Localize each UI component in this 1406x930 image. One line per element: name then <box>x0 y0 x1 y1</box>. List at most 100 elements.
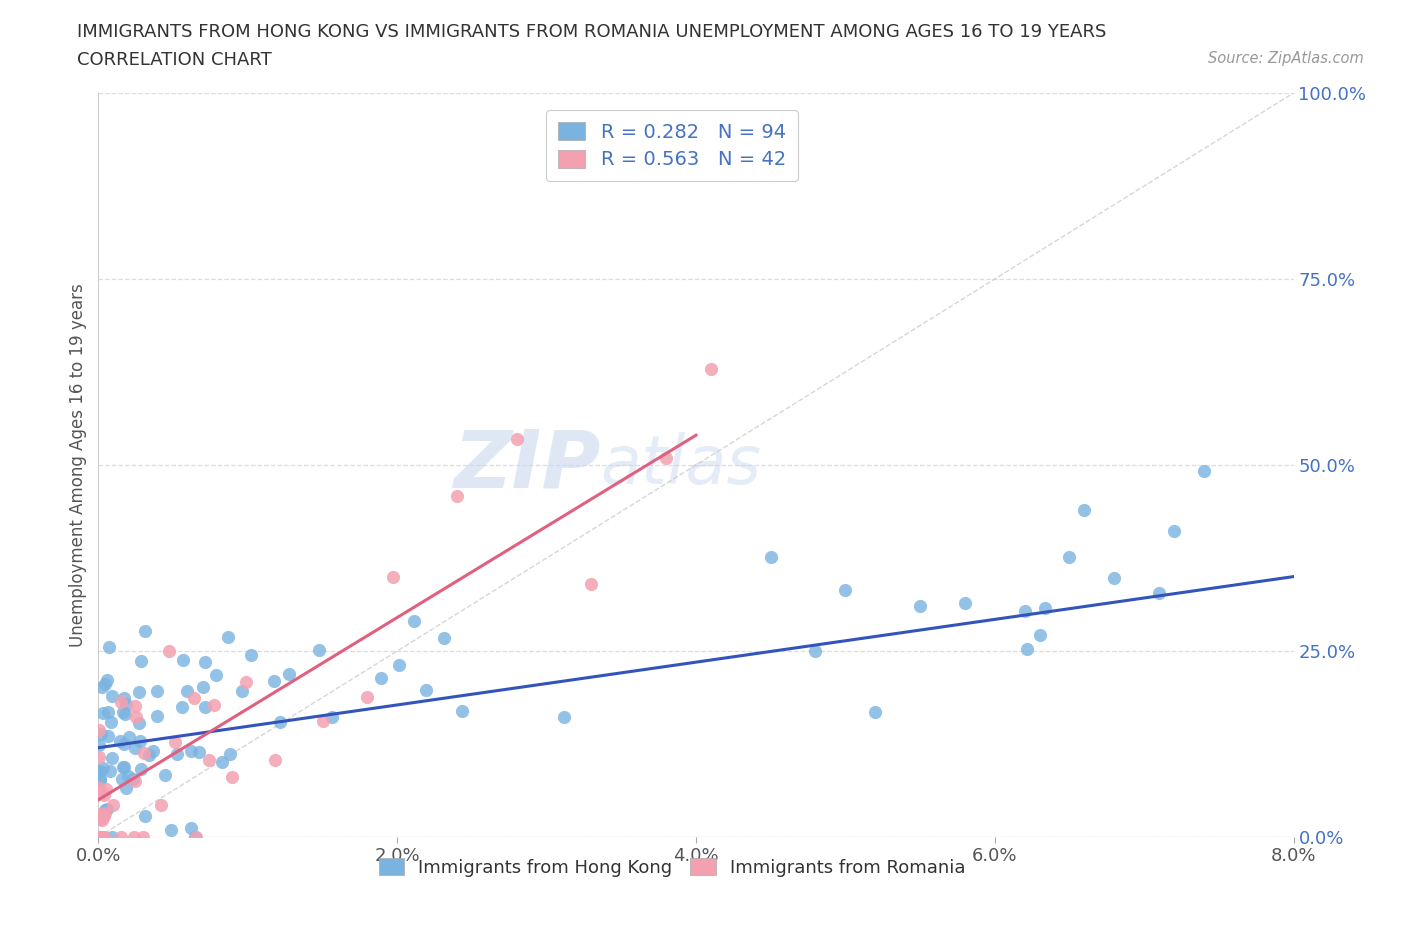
Point <box>96 802 118 817</box>
Point <box>124 740 146 755</box>
Point <box>101 830 124 844</box>
Point <box>90 806 112 821</box>
Y-axis label: Unemployment Among Ages 16 to 19 years: Unemployment Among Ages 16 to 19 years <box>69 283 87 647</box>
Point <box>451 704 474 719</box>
Text: ZIP: ZIP <box>453 426 600 504</box>
Point <box>194 699 217 714</box>
Point <box>138 747 160 762</box>
Point <box>91 830 114 844</box>
Point <box>278 667 301 682</box>
Point <box>240 647 263 662</box>
Point <box>89 772 111 787</box>
Point <box>553 709 575 724</box>
Point <box>170 699 193 714</box>
Point <box>172 653 194 668</box>
Point <box>89 764 111 778</box>
Point <box>356 689 378 704</box>
Point <box>1014 604 1036 618</box>
Point <box>117 769 139 784</box>
Point <box>91 706 114 721</box>
Point <box>865 705 887 720</box>
Point <box>186 830 208 844</box>
Point <box>128 734 150 749</box>
Point <box>834 582 856 597</box>
Legend: Immigrants from Hong Kong, Immigrants from Romania: Immigrants from Hong Kong, Immigrants fr… <box>371 851 973 884</box>
Point <box>114 706 136 721</box>
Point <box>321 710 343 724</box>
Point <box>221 770 243 785</box>
Point <box>231 684 253 698</box>
Point <box>114 697 136 711</box>
Point <box>1147 586 1170 601</box>
Point <box>122 830 145 844</box>
Point <box>308 643 330 658</box>
Point <box>217 630 239 644</box>
Point <box>269 714 291 729</box>
Point <box>370 671 392 685</box>
Point <box>89 830 111 844</box>
Point <box>108 734 131 749</box>
Point <box>433 631 456 645</box>
Point <box>110 695 132 710</box>
Point <box>1028 628 1050 643</box>
Point <box>96 672 118 687</box>
Point <box>804 644 827 658</box>
Point <box>89 830 111 844</box>
Point <box>118 729 141 744</box>
Point <box>141 743 163 758</box>
Point <box>87 764 110 779</box>
Point <box>953 595 976 610</box>
Point <box>111 760 134 775</box>
Point <box>100 714 122 729</box>
Point <box>581 576 603 591</box>
Point <box>124 773 146 788</box>
Point <box>134 809 156 824</box>
Point <box>112 691 135 706</box>
Point <box>91 761 114 776</box>
Point <box>89 773 111 788</box>
Point <box>191 680 214 695</box>
Point <box>128 716 150 731</box>
Point <box>1192 463 1215 478</box>
Point <box>111 705 134 720</box>
Point <box>388 658 411 672</box>
Point <box>311 713 333 728</box>
Point <box>94 806 117 821</box>
Point <box>202 698 225 712</box>
Point <box>145 684 167 698</box>
Point <box>759 550 782 565</box>
Point <box>129 762 152 777</box>
Point <box>150 797 173 812</box>
Point <box>263 673 285 688</box>
Point <box>1104 570 1126 585</box>
Point <box>381 569 404 584</box>
Point <box>264 753 287 768</box>
Point <box>93 830 115 844</box>
Point <box>112 759 135 774</box>
Point <box>415 683 437 698</box>
Point <box>166 747 188 762</box>
Point <box>157 644 180 658</box>
Point <box>89 811 111 826</box>
Point <box>93 677 115 692</box>
Point <box>183 690 205 705</box>
Point <box>700 362 723 377</box>
Point <box>87 780 110 795</box>
Point <box>111 772 134 787</box>
Point <box>198 753 221 768</box>
Point <box>90 726 112 741</box>
Point <box>160 823 183 838</box>
Point <box>129 653 152 668</box>
Point <box>110 830 132 844</box>
Point <box>87 723 110 737</box>
Point <box>134 624 156 639</box>
Point <box>101 689 124 704</box>
Point <box>1033 600 1056 615</box>
Point <box>97 704 120 719</box>
Point <box>87 737 110 752</box>
Point <box>235 674 257 689</box>
Point <box>94 803 117 817</box>
Text: Source: ZipAtlas.com: Source: ZipAtlas.com <box>1208 51 1364 66</box>
Point <box>128 685 150 700</box>
Point <box>121 772 143 787</box>
